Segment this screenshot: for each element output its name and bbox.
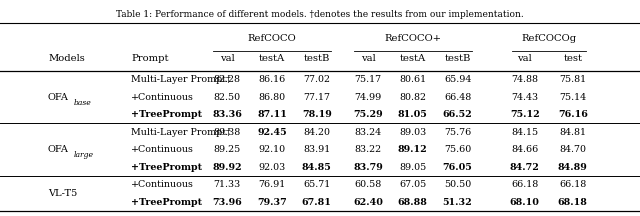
Text: 76.05: 76.05 — [443, 163, 472, 172]
Text: 84.66: 84.66 — [511, 145, 538, 154]
Text: 74.43: 74.43 — [511, 93, 538, 102]
Text: VL-T5: VL-T5 — [48, 189, 77, 198]
Text: testA: testA — [399, 54, 426, 63]
Text: 75.76: 75.76 — [444, 128, 471, 137]
Text: 83.91: 83.91 — [303, 145, 330, 154]
Text: 74.99: 74.99 — [355, 93, 381, 102]
Text: 75.60: 75.60 — [444, 145, 471, 154]
Text: 51.32: 51.32 — [443, 198, 472, 207]
Text: 87.11: 87.11 — [257, 110, 287, 119]
Text: OFA: OFA — [48, 93, 69, 102]
Text: 50.50: 50.50 — [444, 180, 471, 189]
Text: 62.40: 62.40 — [353, 198, 383, 207]
Text: 71.33: 71.33 — [214, 180, 241, 189]
Text: Multi-Layer Prompt†: Multi-Layer Prompt† — [131, 75, 231, 84]
Text: 66.18: 66.18 — [559, 180, 586, 189]
Text: 84.85: 84.85 — [302, 163, 332, 172]
Text: 78.19: 78.19 — [302, 110, 332, 119]
Text: 84.15: 84.15 — [511, 128, 538, 137]
Text: 89.05: 89.05 — [399, 163, 426, 172]
Text: 75.81: 75.81 — [559, 75, 586, 84]
Text: 68.10: 68.10 — [510, 198, 540, 207]
Text: +Continuous: +Continuous — [131, 180, 194, 189]
Text: 67.81: 67.81 — [302, 198, 332, 207]
Text: 83.36: 83.36 — [212, 110, 242, 119]
Text: 81.05: 81.05 — [398, 110, 428, 119]
Text: 89.92: 89.92 — [212, 163, 242, 172]
Text: RefCOCO+: RefCOCO+ — [384, 34, 442, 43]
Text: 74.88: 74.88 — [511, 75, 538, 84]
Text: testB: testB — [444, 54, 471, 63]
Text: 92.10: 92.10 — [259, 145, 285, 154]
Text: RefCOCOg: RefCOCOg — [521, 34, 577, 43]
Text: 77.17: 77.17 — [303, 93, 330, 102]
Text: 75.17: 75.17 — [355, 75, 381, 84]
Text: 75.14: 75.14 — [559, 93, 586, 102]
Text: +Continuous: +Continuous — [131, 145, 194, 154]
Text: OFA: OFA — [48, 145, 69, 154]
Text: 92.03: 92.03 — [259, 163, 285, 172]
Text: 84.72: 84.72 — [510, 163, 540, 172]
Text: 89.38: 89.38 — [214, 128, 241, 137]
Text: 80.61: 80.61 — [399, 75, 426, 84]
Text: val: val — [360, 54, 376, 63]
Text: 66.48: 66.48 — [444, 93, 471, 102]
Text: 89.25: 89.25 — [214, 145, 241, 154]
Text: 82.28: 82.28 — [214, 75, 241, 84]
Text: testA: testA — [259, 54, 285, 63]
Text: val: val — [517, 54, 532, 63]
Text: Table 1: Performance of different models. †denotes the results from our implemen: Table 1: Performance of different models… — [116, 10, 524, 19]
Text: 66.52: 66.52 — [443, 110, 472, 119]
Text: 84.70: 84.70 — [559, 145, 586, 154]
Text: 65.71: 65.71 — [303, 180, 330, 189]
Text: Multi-Layer Prompt†: Multi-Layer Prompt† — [131, 128, 231, 137]
Text: testB: testB — [303, 54, 330, 63]
Text: 92.45: 92.45 — [257, 128, 287, 137]
Text: 83.79: 83.79 — [353, 163, 383, 172]
Text: 77.02: 77.02 — [303, 75, 330, 84]
Text: 84.81: 84.81 — [559, 128, 586, 137]
Text: 86.80: 86.80 — [259, 93, 285, 102]
Text: 83.24: 83.24 — [355, 128, 381, 137]
Text: val: val — [220, 54, 235, 63]
Text: 66.18: 66.18 — [511, 180, 538, 189]
Text: test: test — [563, 54, 582, 63]
Text: 83.22: 83.22 — [355, 145, 381, 154]
Text: 76.91: 76.91 — [259, 180, 285, 189]
Text: 80.82: 80.82 — [399, 93, 426, 102]
Text: 65.94: 65.94 — [444, 75, 471, 84]
Text: 67.05: 67.05 — [399, 180, 426, 189]
Text: Prompt: Prompt — [131, 54, 169, 63]
Text: 79.37: 79.37 — [257, 198, 287, 207]
Text: 86.16: 86.16 — [259, 75, 285, 84]
Text: base: base — [74, 98, 92, 106]
Text: +TreePrompt: +TreePrompt — [131, 198, 202, 207]
Text: +TreePrompt: +TreePrompt — [131, 163, 202, 172]
Text: 75.29: 75.29 — [353, 110, 383, 119]
Text: Models: Models — [48, 54, 84, 63]
Text: 84.89: 84.89 — [558, 163, 588, 172]
Text: 84.20: 84.20 — [303, 128, 330, 137]
Text: +TreePrompt: +TreePrompt — [131, 110, 202, 119]
Text: 68.18: 68.18 — [558, 198, 588, 207]
Text: 73.96: 73.96 — [212, 198, 242, 207]
Text: 76.16: 76.16 — [558, 110, 588, 119]
Text: RefCOCO: RefCOCO — [248, 34, 296, 43]
Text: 68.88: 68.88 — [398, 198, 428, 207]
Text: 89.12: 89.12 — [398, 145, 428, 154]
Text: 60.58: 60.58 — [355, 180, 381, 189]
Text: large: large — [74, 151, 93, 159]
Text: 82.50: 82.50 — [214, 93, 241, 102]
Text: 75.12: 75.12 — [510, 110, 540, 119]
Text: 89.03: 89.03 — [399, 128, 426, 137]
Text: +Continuous: +Continuous — [131, 93, 194, 102]
